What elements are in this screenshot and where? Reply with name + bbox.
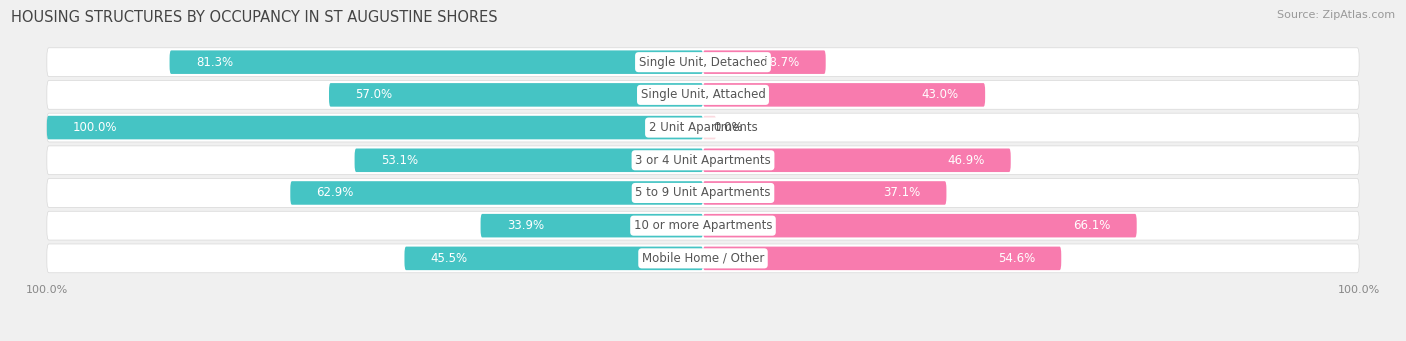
- Text: 54.6%: 54.6%: [998, 252, 1035, 265]
- FancyBboxPatch shape: [46, 211, 1360, 240]
- Text: 57.0%: 57.0%: [356, 88, 392, 101]
- Text: 10 or more Apartments: 10 or more Apartments: [634, 219, 772, 232]
- Text: 37.1%: 37.1%: [883, 187, 920, 199]
- FancyBboxPatch shape: [703, 247, 1062, 270]
- FancyBboxPatch shape: [703, 50, 825, 74]
- Text: Mobile Home / Other: Mobile Home / Other: [641, 252, 765, 265]
- Text: 3 or 4 Unit Apartments: 3 or 4 Unit Apartments: [636, 154, 770, 167]
- FancyBboxPatch shape: [46, 244, 1360, 273]
- FancyBboxPatch shape: [46, 113, 1360, 142]
- FancyBboxPatch shape: [703, 116, 716, 139]
- FancyBboxPatch shape: [703, 181, 946, 205]
- FancyBboxPatch shape: [354, 148, 703, 172]
- Text: 43.0%: 43.0%: [922, 88, 959, 101]
- Text: 46.9%: 46.9%: [948, 154, 984, 167]
- Text: HOUSING STRUCTURES BY OCCUPANCY IN ST AUGUSTINE SHORES: HOUSING STRUCTURES BY OCCUPANCY IN ST AU…: [11, 10, 498, 25]
- FancyBboxPatch shape: [481, 214, 703, 237]
- Text: 0.0%: 0.0%: [713, 121, 742, 134]
- FancyBboxPatch shape: [46, 48, 1360, 77]
- FancyBboxPatch shape: [46, 146, 1360, 175]
- FancyBboxPatch shape: [170, 50, 703, 74]
- Text: Source: ZipAtlas.com: Source: ZipAtlas.com: [1277, 10, 1395, 20]
- Text: 66.1%: 66.1%: [1073, 219, 1111, 232]
- FancyBboxPatch shape: [46, 179, 1360, 207]
- FancyBboxPatch shape: [290, 181, 703, 205]
- Text: 53.1%: 53.1%: [381, 154, 418, 167]
- FancyBboxPatch shape: [703, 83, 986, 107]
- Text: 2 Unit Apartments: 2 Unit Apartments: [648, 121, 758, 134]
- FancyBboxPatch shape: [405, 247, 703, 270]
- FancyBboxPatch shape: [329, 83, 703, 107]
- FancyBboxPatch shape: [46, 80, 1360, 109]
- Text: 18.7%: 18.7%: [762, 56, 800, 69]
- FancyBboxPatch shape: [703, 148, 1011, 172]
- Text: 5 to 9 Unit Apartments: 5 to 9 Unit Apartments: [636, 187, 770, 199]
- Text: Single Unit, Detached: Single Unit, Detached: [638, 56, 768, 69]
- Text: 100.0%: 100.0%: [73, 121, 118, 134]
- FancyBboxPatch shape: [703, 214, 1136, 237]
- Text: 81.3%: 81.3%: [195, 56, 233, 69]
- Text: 45.5%: 45.5%: [430, 252, 468, 265]
- Text: 33.9%: 33.9%: [506, 219, 544, 232]
- FancyBboxPatch shape: [46, 116, 703, 139]
- Text: Single Unit, Attached: Single Unit, Attached: [641, 88, 765, 101]
- Text: 62.9%: 62.9%: [316, 187, 354, 199]
